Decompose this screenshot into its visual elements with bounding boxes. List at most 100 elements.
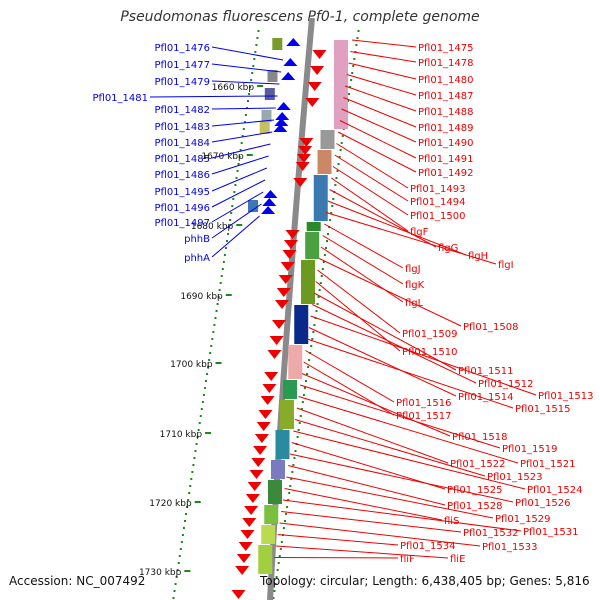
gene-label: Pfl01_1476 <box>154 43 210 54</box>
tick-dot <box>357 30 360 32</box>
tick-dot <box>188 492 191 494</box>
tick-dot <box>315 310 318 312</box>
tick-dot <box>211 338 214 340</box>
gene-label: Pfl01_1482 <box>154 105 210 116</box>
tick-dot <box>334 184 337 186</box>
tick-dot <box>218 289 221 291</box>
gene-label: Pfl01_1500 <box>410 211 466 222</box>
tick-dot <box>182 527 185 529</box>
tick-dot <box>316 303 319 305</box>
gene-label: Pfl01_1475 <box>418 43 474 54</box>
reverse-gene-arrow <box>293 178 308 187</box>
tick-dot <box>190 478 193 480</box>
tick-dot <box>226 240 228 242</box>
scale-labels: 1660 kbp 1670 kbp 1680 kbp 1690 kbp 1700 kbp… <box>139 83 264 578</box>
gene-leader-line <box>293 430 526 490</box>
gene-leader-line <box>286 476 494 519</box>
tick-dot <box>303 387 306 389</box>
tick-dot <box>177 562 180 564</box>
gene-leader-line <box>319 258 462 327</box>
tick-dot <box>276 569 279 571</box>
tick-dot <box>199 415 202 417</box>
tick-dot <box>203 387 206 389</box>
gene-label: Pfl01_1478 <box>418 58 474 69</box>
tick-dot <box>250 79 253 81</box>
tick-dot <box>290 478 293 480</box>
gene-label: phhA <box>184 253 210 264</box>
reverse-gene-arrow <box>242 518 257 527</box>
gene-leader-line <box>211 191 264 223</box>
tick-dot <box>181 534 184 536</box>
gene-leader-line <box>211 80 280 85</box>
gene-label: Pfl01_1495 <box>154 187 210 198</box>
tick-dot <box>193 457 196 459</box>
tick-dot <box>327 233 330 235</box>
reverse-gene-arrow <box>275 300 289 309</box>
gene-label: flgF <box>410 227 429 238</box>
gene-label: Pfl01_1529 <box>495 514 551 525</box>
gene-label: Pfl01_1494 <box>410 197 466 208</box>
reverse-gene-arrow <box>231 590 246 599</box>
tick-dot <box>223 254 226 256</box>
reverse-gene-arrow <box>254 434 269 443</box>
tick-dot <box>233 191 236 193</box>
tick-dot <box>300 408 303 410</box>
forward-gene-arrow <box>281 72 296 80</box>
tick-dot <box>200 408 203 410</box>
gene-label: Pfl01_1532 <box>463 528 519 539</box>
gene-label: Pfl01_1528 <box>447 501 503 512</box>
tick-dot <box>184 520 186 522</box>
tick-dot <box>174 583 177 585</box>
tick-dot <box>351 72 354 74</box>
tick-dot <box>187 499 190 501</box>
feature-block <box>268 480 282 504</box>
tick-dot <box>284 520 286 522</box>
feature-block <box>306 222 321 231</box>
tick-dot <box>172 597 175 599</box>
tick-dot <box>173 590 176 592</box>
gene-leader-line <box>279 522 481 547</box>
gene-leader-line <box>322 235 404 285</box>
tick-dot <box>338 156 341 158</box>
tick-dot <box>337 163 340 165</box>
tick-dot <box>348 93 351 95</box>
gene-label: Pfl01_1525 <box>447 485 503 496</box>
tick-dot <box>207 366 210 368</box>
tick-dot <box>308 359 311 361</box>
tick-dot <box>277 562 280 564</box>
tick-marks <box>172 30 360 599</box>
gene-leader-line <box>339 120 417 159</box>
tick-dot <box>326 240 328 242</box>
tick-dot <box>220 275 223 277</box>
forward-gene-arrow <box>274 118 289 126</box>
tick-dot <box>242 128 245 130</box>
gene-label: Pfl01_1493 <box>410 184 466 195</box>
tick-dot <box>305 380 307 382</box>
gene-label: Pfl01_1514 <box>458 392 514 403</box>
tick-dot <box>322 261 325 263</box>
tick-dot <box>336 170 339 172</box>
gene-label: Pfl01_1489 <box>418 123 474 134</box>
gene-leader-line <box>344 85 417 112</box>
topology-text: Topology: circular; Length: 6,438,405 bp… <box>260 574 590 588</box>
gene-leader-line <box>211 155 269 175</box>
tick-dot <box>350 79 353 81</box>
tick-dot <box>329 219 332 221</box>
feature-block <box>305 232 320 259</box>
scale-label: 1720 kbp <box>149 499 192 509</box>
gene-label: flgJ <box>405 264 421 275</box>
tick-dot <box>206 373 209 375</box>
gene-leader-line <box>211 119 275 127</box>
gene-leader-line <box>312 304 477 384</box>
tick-dot <box>241 135 244 137</box>
reverse-gene-arrow <box>272 320 286 329</box>
gene-label: Pfl01_1526 <box>515 498 571 509</box>
gene-label: Pfl01_1491 <box>418 154 474 165</box>
tick-dot <box>197 429 200 431</box>
tick-dot <box>293 457 296 459</box>
tick-dot <box>227 233 230 235</box>
gene-label: Pfl01_1513 <box>538 391 594 402</box>
gene-leader-line <box>276 545 449 559</box>
gene-leader-line <box>351 39 417 48</box>
tick-dot <box>244 114 247 116</box>
